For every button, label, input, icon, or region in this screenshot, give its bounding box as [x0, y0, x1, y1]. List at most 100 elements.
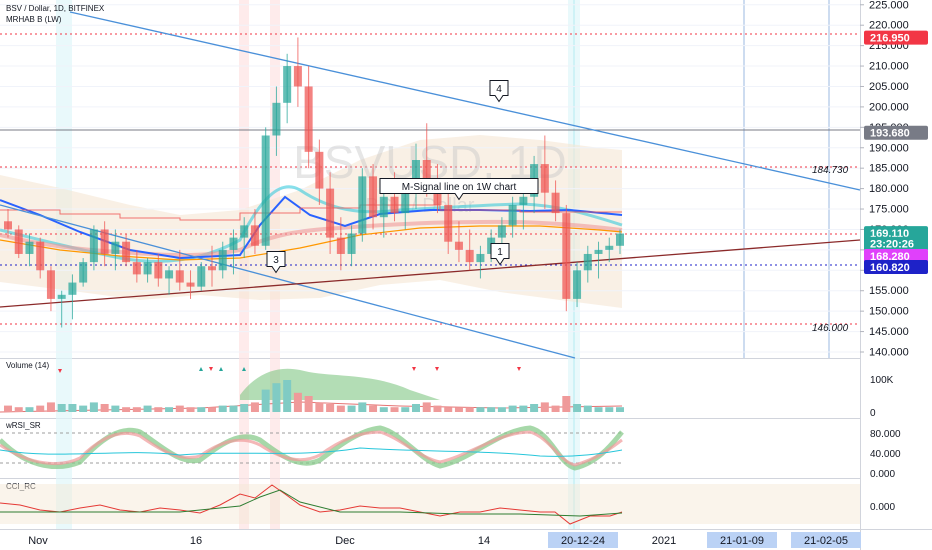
volume-bar — [583, 405, 592, 412]
price-tick-label: 205.000 — [869, 81, 909, 93]
volume-bar — [4, 405, 12, 412]
volume-bar — [132, 407, 141, 412]
candle-body — [347, 233, 356, 254]
time-label-highlight — [548, 532, 618, 548]
time-label-highlight — [707, 532, 777, 548]
candle-body — [454, 241, 463, 250]
price-badge-label: 216.950 — [870, 33, 910, 45]
volume-bar — [175, 405, 184, 412]
time-label: 21-01-09 — [720, 535, 764, 547]
candle-body — [551, 192, 560, 214]
candle-body — [89, 229, 98, 263]
annotation-callout[interactable] — [489, 80, 509, 103]
volume-bar — [497, 407, 506, 412]
cci-band — [0, 484, 860, 524]
candle-body — [519, 196, 528, 205]
candle-body — [229, 237, 238, 250]
volume-bar — [369, 405, 378, 412]
volume-bar — [122, 407, 131, 412]
candle-body — [616, 233, 624, 246]
candle-body — [79, 262, 88, 283]
volume-bar — [315, 402, 324, 412]
candle-body — [583, 253, 592, 271]
resistance-trendline[interactable] — [69, 11, 861, 191]
volume-bar — [573, 404, 582, 412]
volume-bar — [454, 407, 463, 412]
volume-bar — [476, 407, 485, 412]
candle-body — [36, 241, 45, 271]
volume-bar — [412, 404, 420, 412]
candle-body — [143, 262, 152, 275]
signal-marker — [209, 367, 213, 371]
signal-marker — [435, 367, 439, 371]
candle-body — [497, 225, 506, 238]
candle-body — [46, 270, 55, 299]
annotation-callout[interactable] — [490, 243, 510, 266]
time-label: 16 — [190, 535, 202, 547]
cci-pane-title: CCI_RC — [6, 482, 36, 491]
candle-body — [304, 86, 313, 152]
annotation-callout[interactable] — [266, 251, 286, 274]
price-badges: 216.950193.680169.11023:20:26168.280160.… — [864, 30, 928, 274]
volume-bar — [197, 407, 206, 412]
volume-bar — [616, 407, 624, 412]
volume-bar — [14, 407, 23, 412]
volume-bar — [336, 405, 345, 412]
candle-body — [68, 282, 77, 295]
volume-bar — [508, 405, 517, 412]
candle-body — [401, 192, 410, 214]
volume-bar — [401, 407, 410, 412]
price-tick-label: 155.000 — [869, 285, 909, 297]
candle-body — [250, 225, 259, 246]
signal-marker — [242, 367, 246, 371]
support-trendline[interactable] — [0, 239, 861, 308]
volume-bar — [304, 396, 313, 412]
price-badge — [864, 226, 928, 241]
candle-body — [594, 249, 603, 254]
price-badge — [864, 30, 928, 45]
candle-body — [465, 249, 474, 263]
price-tick-label: 185.000 — [869, 163, 909, 175]
wrsi-tick-40: 40.000 — [870, 449, 901, 460]
volume-bar — [283, 380, 292, 412]
level-label: 146.000 — [812, 323, 849, 334]
candle-body — [379, 196, 388, 218]
time-axis[interactable]: Nov 16 Dec 14 20-12-24 2021 21-01-09 21-02-05 — [28, 532, 861, 548]
signal-marker — [517, 367, 521, 371]
price-tick-label: 175.000 — [869, 204, 909, 216]
candle-body — [57, 294, 66, 299]
wrsi-tick-80: 80.000 — [870, 429, 901, 440]
volume-bar — [68, 404, 77, 412]
chart-symbol-title: BSV / Dollar, 1D, BITFINEX — [6, 4, 105, 13]
price-tick-label: 210.000 — [869, 61, 909, 73]
price-badge — [864, 236, 928, 251]
candle-body — [261, 135, 270, 246]
candle-body — [132, 262, 141, 275]
volume-bar — [530, 404, 539, 412]
volume-bar — [358, 402, 367, 412]
volume-bar — [165, 407, 174, 412]
candle-body — [293, 66, 302, 87]
candle-body — [208, 266, 216, 271]
volume-pane-title: Volume (14) — [6, 361, 49, 370]
time-label: 21-02-05 — [804, 535, 848, 547]
volume-bar — [390, 407, 399, 412]
price-gridlines — [0, 4, 860, 353]
volume-bar — [272, 383, 281, 412]
candle-body — [240, 225, 249, 238]
candle-body — [154, 262, 163, 279]
price-badge — [864, 249, 928, 264]
volume-bar — [57, 404, 66, 412]
signal-marker — [219, 367, 223, 371]
volume-bar — [347, 405, 356, 412]
price-badge-label: 23:20:26 — [870, 239, 914, 251]
volume-bar — [46, 402, 55, 412]
candle-body — [165, 270, 174, 279]
price-axis[interactable]: 140.000145.000150.000155.000160.000165.0… — [812, 0, 909, 359]
volume-bar — [229, 405, 238, 412]
candle-body — [390, 196, 399, 214]
candle-body — [573, 270, 582, 299]
price-badge-label: 193.680 — [870, 128, 910, 140]
candle-body — [100, 229, 109, 254]
annotation-callout[interactable] — [379, 178, 539, 201]
